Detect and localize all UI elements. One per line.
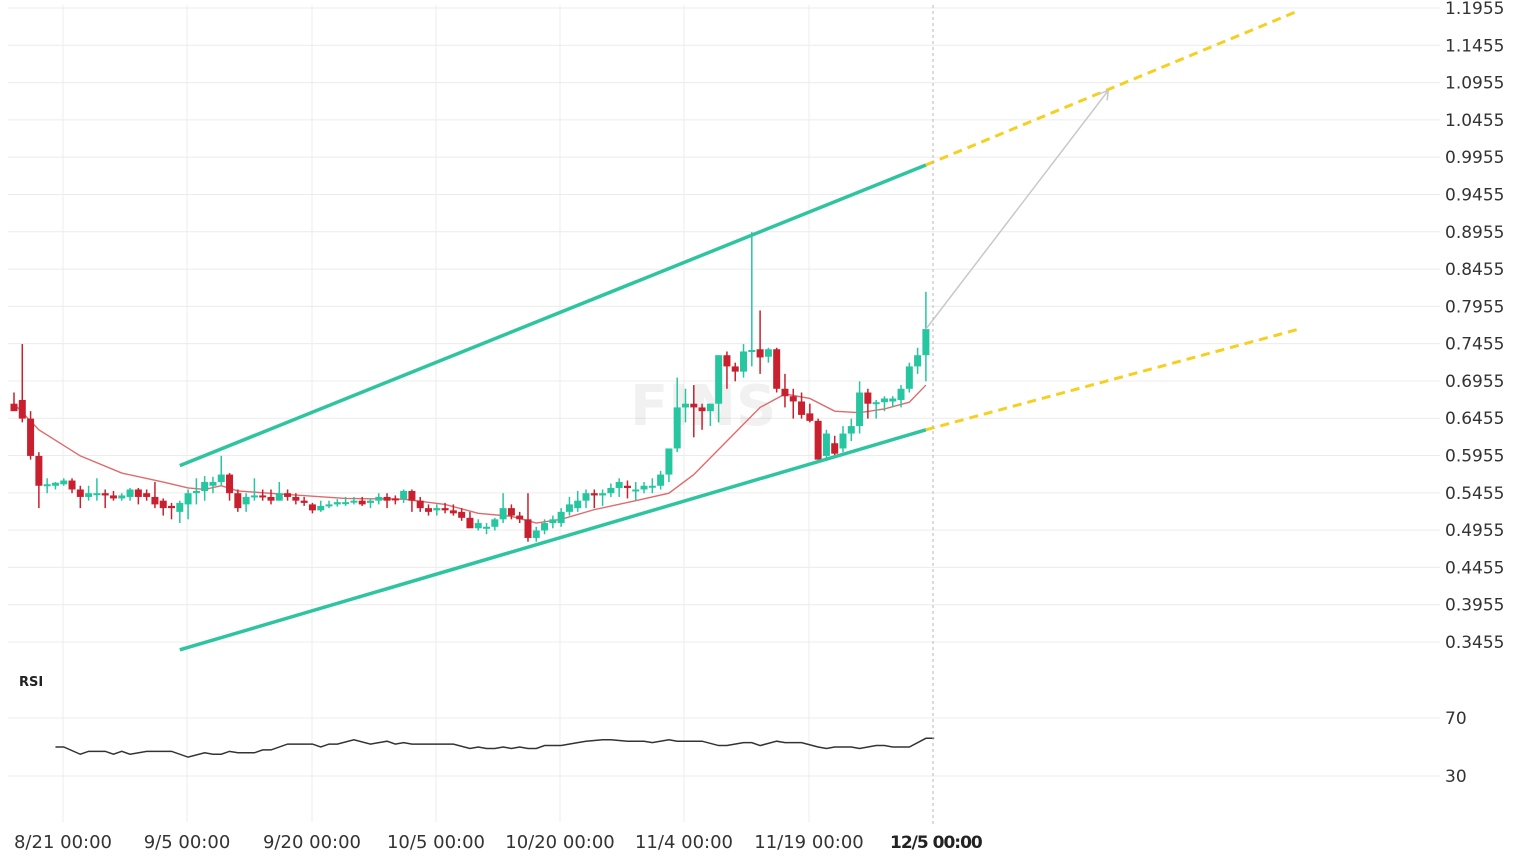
price-tick: 0.4955 [1445,521,1504,541]
lower-channel-line [179,428,927,652]
price-tick: 0.8955 [1445,223,1504,243]
target-arrow [925,89,1109,330]
watermark: FINS [630,374,776,439]
rsi-panel [55,737,935,758]
time-axis: 8/21 00:00 9/5 00:00 9/20 00:00 10/5 00:00 1… [14,832,864,853]
lower-projection-line [925,327,1300,432]
moving-average-line [13,384,927,524]
price-axis: 1.1955 1.1455 1.0955 1.0455 0.9955 0.9455 0.89… [1445,0,1504,787]
price-tick: 0.6455 [1445,409,1504,429]
price-tick: 0.6955 [1445,372,1504,392]
time-tick: 9/5 00:00 [144,832,231,853]
rsi-line [55,737,935,758]
time-tick: 9/20 00:00 [263,832,361,853]
upper-projection-line [925,9,1300,167]
price-tick: 0.5955 [1445,447,1504,467]
candles [10,232,930,542]
time-tick: 11/4 00:00 [635,832,733,853]
price-tick: 1.1955 [1445,0,1504,19]
rsi-tick: 70 [1445,709,1467,729]
time-tick: 10/20 00:00 [505,832,614,853]
price-tick: 0.5455 [1445,484,1504,504]
price-tick: 0.8455 [1445,260,1504,280]
price-tick: 0.9955 [1445,148,1504,168]
time-tick: 8/21 00:00 [14,832,112,853]
price-tick: 0.9455 [1445,185,1504,205]
trend-channel [179,9,1300,652]
price-tick: 0.7455 [1445,335,1504,355]
price-tick: 0.7955 [1445,297,1504,317]
price-tick: 1.1455 [1445,36,1504,56]
price-tick: 0.3455 [1445,633,1504,653]
upper-channel-line [179,163,927,468]
time-tick: 10/5 00:00 [387,832,485,853]
current-time-label: 12/5 00:00 [890,833,983,853]
rsi-tick: 30 [1445,767,1467,787]
price-tick: 1.0955 [1445,74,1504,94]
time-tick: 11/19 00:00 [754,832,863,853]
price-tick: 0.4455 [1445,558,1504,578]
rsi-label: RSI [19,675,43,690]
price-tick: 1.0455 [1445,111,1504,131]
price-tick: 0.3955 [1445,596,1504,616]
